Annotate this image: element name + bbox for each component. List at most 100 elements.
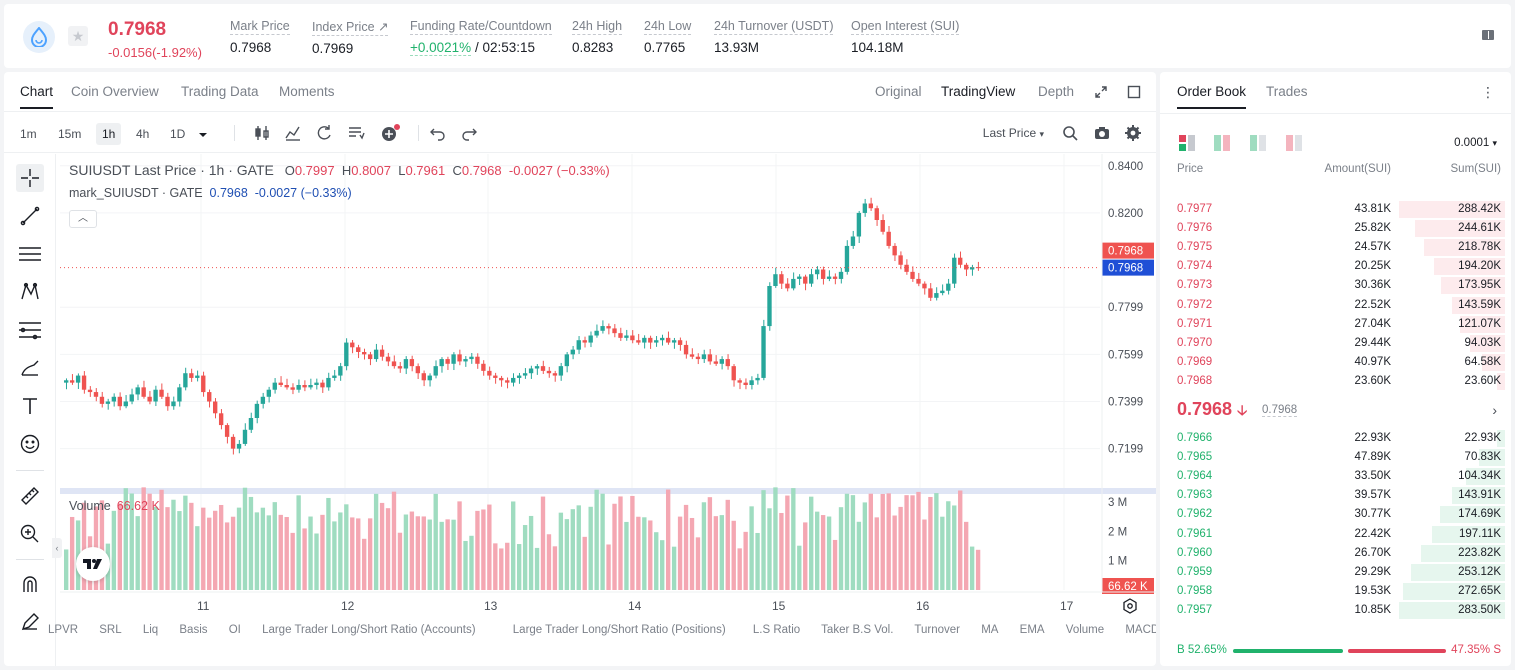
tab-coin-overview[interactable]: Coin Overview bbox=[71, 84, 159, 99]
compare-icon[interactable] bbox=[314, 123, 334, 143]
ind-ls-ratio[interactable]: L.S Ratio bbox=[752, 624, 801, 636]
bid-row[interactable]: 0.7964 33.50K 104.34K bbox=[1160, 467, 1511, 486]
camera-icon[interactable] bbox=[1092, 123, 1112, 143]
indicators-icon[interactable] bbox=[283, 123, 303, 143]
chevron-down-icon[interactable] bbox=[198, 128, 208, 142]
row-sum: 223.82K bbox=[1458, 546, 1501, 559]
pencil-lock-icon[interactable] bbox=[16, 608, 44, 636]
timeframe-1m[interactable]: 1m bbox=[20, 127, 37, 141]
bid-row[interactable]: 0.7963 39.57K 143.91K bbox=[1160, 486, 1511, 505]
stat-index-price[interactable]: Index Price ↗ 0.7969 bbox=[312, 20, 389, 56]
bid-row[interactable]: 0.7959 29.29K 253.12K bbox=[1160, 563, 1511, 582]
templates-icon[interactable] bbox=[346, 123, 366, 143]
trend-line-icon[interactable] bbox=[16, 202, 44, 230]
view-original[interactable]: Original bbox=[875, 84, 922, 99]
view-bids-icon[interactable] bbox=[1250, 135, 1266, 154]
volume-bar bbox=[904, 495, 909, 590]
view-tradingview[interactable]: TradingView bbox=[941, 84, 1016, 99]
timeframe-1d[interactable]: 1D bbox=[170, 127, 186, 141]
bid-row[interactable]: 0.7961 22.42K 197.11K bbox=[1160, 525, 1511, 544]
window-icon[interactable] bbox=[1127, 85, 1141, 102]
depth-bar bbox=[1431, 525, 1505, 543]
candle-type-icon[interactable] bbox=[252, 123, 272, 143]
pattern-icon[interactable] bbox=[16, 278, 44, 306]
price-type-select[interactable]: Last Price ▾ bbox=[982, 126, 1044, 140]
precision-select[interactable]: 0.0001 ▾ bbox=[1454, 137, 1497, 149]
fib-icon[interactable] bbox=[16, 316, 44, 344]
bid-row[interactable]: 0.7957 10.85K 283.50K bbox=[1160, 601, 1511, 620]
ind-ma[interactable]: MA bbox=[981, 624, 999, 636]
timeframe-4h[interactable]: 4h bbox=[136, 127, 150, 141]
ask-row[interactable]: 0.7973 30.36K 173.95K bbox=[1160, 276, 1511, 295]
ind-ema[interactable]: EMA bbox=[1019, 624, 1045, 636]
timeframe-1h[interactable]: 1h bbox=[96, 123, 122, 145]
more-menu-icon[interactable]: ⋮ bbox=[1481, 84, 1495, 100]
volume-bar bbox=[302, 528, 307, 590]
ind-lt-accounts[interactable]: Large Trader Long/Short Ratio (Accounts) bbox=[262, 624, 476, 636]
chevron-right-icon[interactable]: › bbox=[1492, 402, 1497, 418]
ind-taker-vol[interactable]: Taker B.S Vol. bbox=[821, 624, 894, 636]
ask-row[interactable]: 0.7974 20.25K 194.20K bbox=[1160, 257, 1511, 276]
horizontal-lines-icon[interactable] bbox=[16, 240, 44, 268]
add-indicator-icon[interactable] bbox=[380, 123, 400, 143]
ind-lt-positions[interactable]: Large Trader Long/Short Ratio (Positions… bbox=[512, 624, 726, 636]
mark-legend: mark_SUIUSDT · GATE 0.7968 -0.0027 (−0.3… bbox=[69, 186, 352, 200]
bid-row[interactable]: 0.7960 26.70K 223.82K bbox=[1160, 544, 1511, 563]
view-depth[interactable]: Depth bbox=[1038, 84, 1075, 99]
left-scroll-arrow-icon[interactable]: ‹ bbox=[52, 538, 62, 558]
ask-row[interactable]: 0.7969 40.97K 64.58K bbox=[1160, 353, 1511, 372]
view-asks-icon[interactable] bbox=[1286, 135, 1302, 154]
ind-srl[interactable]: SRL bbox=[99, 624, 122, 636]
ind-macd[interactable]: MACD bbox=[1125, 624, 1156, 636]
tab-trading-data[interactable]: Trading Data bbox=[181, 84, 259, 99]
ind-turnover[interactable]: Turnover bbox=[914, 624, 960, 636]
depth-bar bbox=[1460, 315, 1505, 333]
candle-body bbox=[403, 359, 409, 369]
ask-row[interactable]: 0.7975 24.57K 218.78K bbox=[1160, 238, 1511, 257]
candle-body bbox=[958, 257, 963, 265]
undo-icon[interactable] bbox=[428, 123, 448, 143]
tab-trades[interactable]: Trades bbox=[1266, 84, 1308, 99]
crosshair-icon[interactable] bbox=[16, 164, 44, 192]
redo-icon[interactable] bbox=[459, 123, 479, 143]
tab-order-book[interactable]: Order Book bbox=[1177, 84, 1247, 109]
book-icon[interactable] bbox=[1481, 28, 1495, 42]
magnet-icon[interactable] bbox=[16, 570, 44, 598]
collapse-legend-button[interactable]: ︿ bbox=[69, 210, 97, 228]
ask-row[interactable]: 0.7976 25.82K 244.61K bbox=[1160, 219, 1511, 238]
ask-row[interactable]: 0.7972 22.52K 143.59K bbox=[1160, 296, 1511, 315]
ind-oi[interactable]: OI bbox=[228, 624, 241, 636]
brush-icon[interactable] bbox=[16, 354, 44, 382]
emoji-icon[interactable] bbox=[16, 430, 44, 458]
ind-basis[interactable]: Basis bbox=[179, 624, 208, 636]
text-tool-icon[interactable] bbox=[16, 392, 44, 420]
bid-row[interactable]: 0.7958 19.53K 272.65K bbox=[1160, 582, 1511, 601]
zoom-in-icon[interactable] bbox=[16, 520, 44, 548]
ruler-icon[interactable] bbox=[16, 482, 44, 510]
tab-chart[interactable]: Chart bbox=[20, 84, 54, 109]
ask-row[interactable]: 0.7977 43.81K 288.42K bbox=[1160, 200, 1511, 219]
ind-volume[interactable]: Volume bbox=[1065, 624, 1105, 636]
chart-area[interactable]: 0.8400 0.8200 0.7799 0.7599 0.7399 0.7199 0.79… bbox=[52, 154, 1156, 666]
bid-row[interactable]: 0.7966 22.93K 22.93K bbox=[1160, 429, 1511, 448]
favorite-star-icon[interactable]: ★ bbox=[68, 26, 88, 46]
ind-liq[interactable]: Liq bbox=[142, 624, 159, 636]
view-both-icon[interactable] bbox=[1179, 135, 1195, 154]
expand-icon[interactable] bbox=[1094, 85, 1108, 102]
view-split-icon[interactable] bbox=[1214, 135, 1230, 154]
ask-row[interactable]: 0.7968 23.60K 23.60K bbox=[1160, 372, 1511, 391]
chart-settings-icon[interactable] bbox=[1122, 598, 1138, 617]
settings-gear-icon[interactable] bbox=[1123, 123, 1143, 143]
timeframe-15m[interactable]: 15m bbox=[58, 127, 82, 141]
ask-row[interactable]: 0.7970 29.44K 94.03K bbox=[1160, 334, 1511, 353]
price-chart[interactable]: 0.8400 0.8200 0.7799 0.7599 0.7399 0.7199 0.79… bbox=[60, 154, 1156, 666]
candle-body bbox=[397, 366, 403, 369]
ask-row[interactable]: 0.7971 27.04K 121.07K bbox=[1160, 315, 1511, 334]
tab-moments[interactable]: Moments bbox=[279, 84, 335, 99]
search-icon[interactable] bbox=[1060, 123, 1080, 143]
bid-row[interactable]: 0.7965 47.89K 70.83K bbox=[1160, 448, 1511, 467]
bid-row[interactable]: 0.7962 30.77K 174.69K bbox=[1160, 505, 1511, 524]
ind-lpvr[interactable]: LPVR bbox=[48, 624, 79, 636]
tradingview-logo-icon[interactable] bbox=[76, 547, 110, 581]
volume-bar bbox=[290, 532, 295, 590]
